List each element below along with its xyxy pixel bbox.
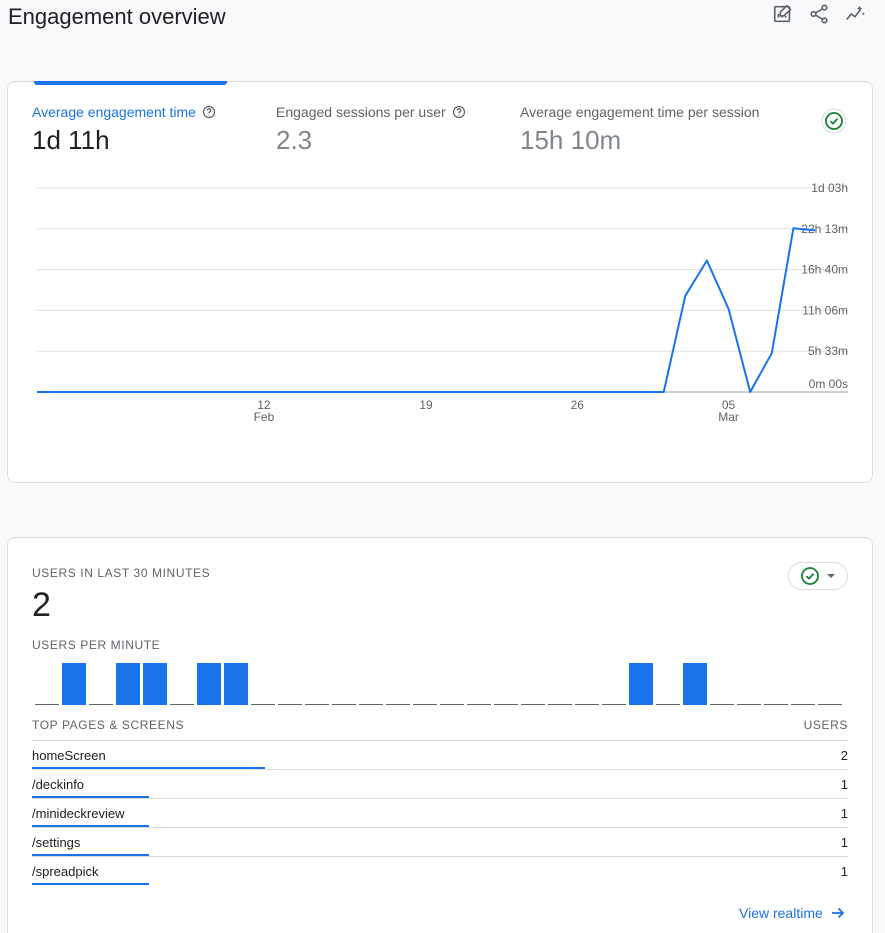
table-row[interactable]: /settings 1 [32, 827, 848, 856]
y-tick-label: 11h 06m [802, 303, 848, 317]
engagement-card: Average engagement time 1d 11h Engaged s… [7, 81, 873, 483]
minute-bar [683, 663, 707, 705]
minute-bar [791, 704, 815, 705]
y-tick-label: 1d 03h [811, 181, 848, 195]
share-bar [32, 825, 149, 827]
minute-bar [116, 663, 140, 705]
check-circle-icon[interactable] [821, 108, 847, 134]
minute-bar [764, 704, 788, 705]
active-tab-indicator [34, 81, 227, 85]
column-header-pages: TOP PAGES & SCREENS [32, 718, 185, 732]
x-tick-label: 19 [419, 398, 433, 412]
help-icon[interactable] [452, 105, 466, 119]
y-tick-label: 16h 40m [801, 263, 848, 277]
y-tick-label: 5h 33m [808, 344, 848, 358]
edit-report-icon[interactable] [771, 2, 795, 26]
view-realtime-label: View realtime [739, 905, 823, 921]
column-header-users: USERS [803, 718, 848, 732]
help-icon[interactable] [202, 105, 216, 119]
minute-bar [62, 663, 86, 705]
minute-bar [656, 704, 680, 705]
users-per-minute-label: USERS PER MINUTE [32, 638, 161, 652]
x-tick-month-label: Feb [254, 410, 275, 424]
realtime-user-count: 2 [32, 586, 51, 624]
minute-bar [818, 704, 842, 705]
y-tick-label: 22h 13m [801, 222, 848, 236]
minute-bar [359, 704, 383, 705]
page-users: 2 [840, 748, 848, 763]
metric-engaged-sessions-per-user[interactable]: Engaged sessions per user 2.3 [276, 104, 466, 156]
table-header: TOP PAGES & SCREENS USERS [32, 718, 848, 732]
metric-average-engagement-time[interactable]: Average engagement time 1d 11h [32, 104, 216, 156]
minute-bar [35, 704, 59, 705]
share-bar [32, 767, 265, 769]
minute-bar [251, 704, 275, 705]
minute-bar [224, 663, 248, 705]
metric-label: Average engagement time [32, 104, 196, 120]
page-name: homeScreen [32, 748, 106, 763]
page-name: /minideckreview [32, 806, 125, 821]
metric-value: 15h 10m [520, 125, 622, 155]
share-bar [32, 883, 149, 885]
x-tick-label: 05 [722, 398, 736, 412]
page-name: /settings [32, 835, 81, 850]
minute-bar [710, 704, 734, 705]
realtime-card: USERS IN LAST 30 MINUTES 2 USERS PER MIN… [7, 537, 873, 933]
share-bar [32, 796, 149, 798]
minute-bar [89, 704, 113, 705]
minute-bar [170, 704, 194, 705]
metric-value: 2.3 [276, 125, 313, 155]
table-row[interactable]: /spreadpick 1 [32, 856, 848, 885]
minute-bar [332, 704, 356, 705]
table-row[interactable]: homeScreen 2 [32, 740, 848, 769]
caret-down-icon [827, 574, 835, 578]
minute-bar [467, 704, 491, 705]
metric-label: Average engagement time per session [520, 104, 760, 120]
insights-icon[interactable] [843, 2, 867, 26]
minute-bar [737, 704, 761, 705]
minute-bar [629, 663, 653, 705]
minute-bar [143, 663, 167, 705]
series-line [37, 227, 816, 393]
minute-bar [521, 704, 545, 705]
minute-bar [197, 663, 221, 705]
page-users: 1 [840, 864, 848, 879]
minute-bar [548, 704, 572, 705]
minute-bar [386, 704, 410, 705]
top-pages-table: homeScreen 2 /deckinfo 1 /minideckreview… [32, 740, 848, 885]
arrow-right-icon [831, 907, 845, 919]
realtime-title: USERS IN LAST 30 MINUTES [32, 566, 211, 580]
minute-bar [413, 704, 437, 705]
page-name: /deckinfo [32, 777, 85, 792]
minute-bar [494, 704, 518, 705]
page-users: 1 [840, 835, 848, 850]
minute-bar [305, 704, 329, 705]
y-tick-label: 0m 00s [809, 377, 848, 391]
x-tick-label: 12 [257, 398, 271, 412]
minute-bar [440, 704, 464, 705]
share-icon[interactable] [807, 2, 831, 26]
page-name: /spreadpick [32, 864, 99, 879]
x-tick-month-label: Mar [718, 410, 739, 424]
view-realtime-link[interactable]: View realtime [739, 905, 845, 921]
users-per-minute-chart [34, 660, 844, 705]
minute-bar [575, 704, 599, 705]
header-toolbar [771, 2, 867, 26]
check-circle-icon [801, 567, 819, 585]
minute-bar [278, 704, 302, 705]
table-row[interactable]: /deckinfo 1 [32, 769, 848, 798]
page-title: Engagement overview [8, 4, 226, 29]
metric-label: Engaged sessions per user [276, 104, 446, 120]
page-users: 1 [840, 777, 848, 792]
minute-bar [602, 704, 626, 705]
status-dropdown[interactable] [788, 562, 848, 590]
table-row[interactable]: /minideckreview 1 [32, 798, 848, 827]
share-bar [32, 854, 149, 856]
metric-value: 1d 11h [32, 125, 110, 155]
engagement-line-chart: 0m 00s 5h 33m 11h 06m 16h 40m 22h 13m 1d 03h 1… [37, 181, 848, 424]
metric-average-engagement-time-per-session[interactable]: Average engagement time per session 15h … [520, 104, 759, 156]
page-users: 1 [840, 806, 848, 821]
x-tick-label: 26 [571, 398, 585, 412]
